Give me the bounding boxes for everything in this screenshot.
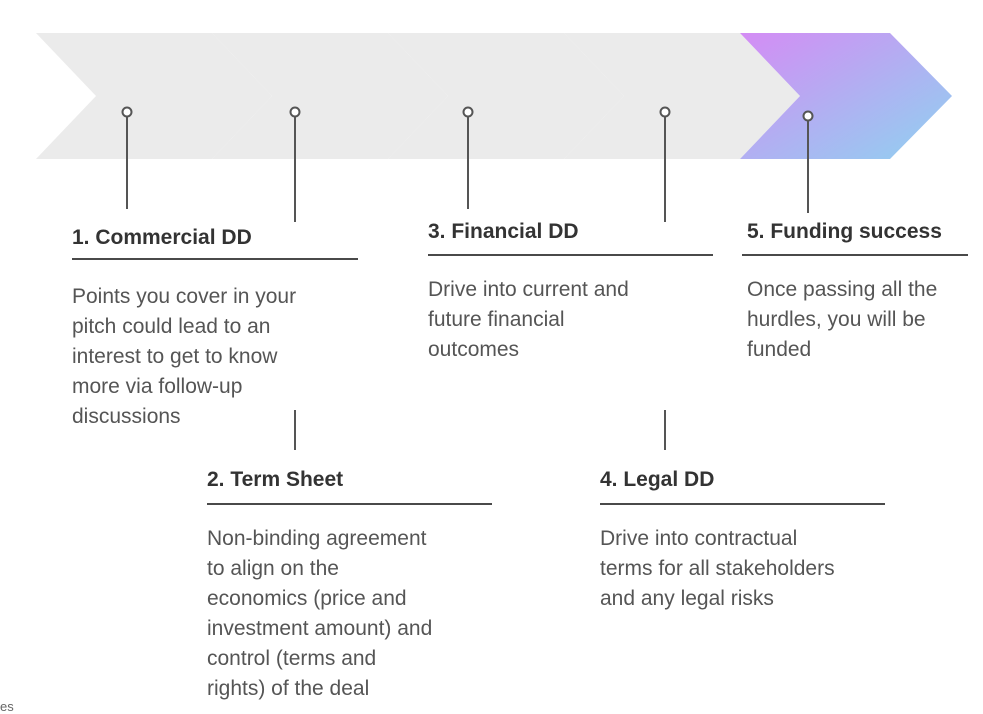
step-3-description-line: outcomes [428, 338, 520, 361]
step-1-description: Points you cover in your pitch could lea… [72, 282, 296, 432]
step-4-description-line: terms for all stakeholders [600, 557, 835, 580]
step-4-divider [600, 503, 885, 505]
connector-dot-step-5 [802, 110, 814, 122]
step-5-title: 5. Funding success [747, 220, 942, 243]
chevron-step-1 [36, 33, 272, 159]
step-3-divider [428, 254, 713, 256]
step-2-divider [207, 503, 492, 505]
step-2-description-line: rights) of the deal [207, 677, 370, 700]
connector-dot-step-1 [121, 106, 133, 118]
step-4-description: Drive into contractual terms for all sta… [600, 524, 835, 614]
step-3-description-line: future financial [428, 308, 565, 331]
step-2-description-line: control (terms and [207, 647, 377, 670]
step-2-description-line: to align on the [207, 557, 339, 580]
step-1-title: 1. Commercial DD [72, 226, 252, 249]
step-2-description-line: economics (price and [207, 587, 407, 610]
step-2-description-line: Non-binding agreement [207, 527, 427, 550]
connector-dot-step-3 [462, 106, 474, 118]
step-3-description: Drive into current and future financial … [428, 275, 629, 365]
chevron-step-4 [564, 33, 800, 159]
chevron-step-3 [388, 33, 624, 159]
step-4-description-line: and any legal risks [600, 587, 774, 610]
step-4-description-line: Drive into contractual [600, 527, 798, 550]
step-5-description: Once passing all the hurdles, you will b… [747, 275, 937, 365]
connector-dot-step-2 [289, 106, 301, 118]
chevron-step-5 [740, 33, 952, 159]
step-1-description-line: more via follow-up [72, 375, 243, 398]
step-5-description-line: Once passing all the [747, 278, 938, 301]
step-3-description-line: Drive into current and [428, 278, 629, 301]
cropped-footer-text: es [0, 699, 14, 714]
step-1-description-line: interest to get to know [72, 345, 278, 368]
connector-dot-step-4 [659, 106, 671, 118]
step-2-description: Non-binding agreement to align on the ec… [207, 524, 432, 704]
step-1-description-line: discussions [72, 405, 181, 428]
step-1-description-line: pitch could lead to an [72, 315, 271, 338]
step-2-description-line: investment amount) and [207, 617, 433, 640]
chevron-step-2 [212, 33, 448, 159]
step-3-title: 3. Financial DD [428, 220, 579, 243]
step-4-title: 4. Legal DD [600, 468, 715, 491]
step-1-description-line: Points you cover in your [72, 285, 297, 308]
step-5-divider [742, 254, 968, 256]
step-2-title: 2. Term Sheet [207, 468, 344, 491]
step-1-divider [72, 258, 358, 260]
step-5-description-line: funded [747, 338, 812, 361]
step-5-description-line: hurdles, you will be [747, 308, 926, 331]
